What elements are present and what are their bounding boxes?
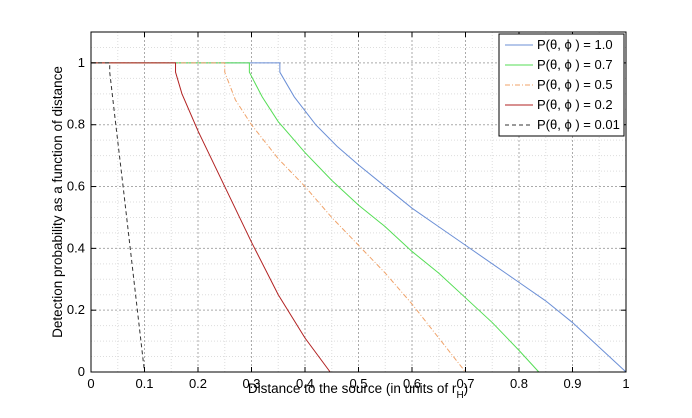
y-axis-label: Detection probability as a function of d…	[50, 66, 65, 338]
y-tick-label: 0.2	[67, 302, 85, 317]
x-axis-label-close: )	[464, 381, 469, 396]
legend-entry-3: P(θ, ϕ ) = 0.2	[537, 97, 613, 112]
series-line-3	[91, 62, 331, 373]
legend-entry-0: P(θ, ϕ ) = 1.0	[537, 37, 613, 52]
series-lines	[91, 62, 627, 373]
legend: P(θ, ϕ ) = 1.0 P(θ, ϕ ) = 0.7 P(θ, ϕ ) = 0…	[498, 33, 625, 137]
series-line-1	[91, 62, 540, 373]
y-tick-label: 0.8	[67, 117, 85, 132]
legend-entry-2: P(θ, ϕ ) = 0.5	[537, 77, 613, 92]
y-tick-label: 1	[78, 55, 85, 70]
series-line-0	[91, 62, 627, 373]
x-tick-label: 0	[87, 376, 94, 391]
x-axis-label-main: Distance to the source (in units of r	[248, 381, 457, 396]
x-tick-label: 0.1	[135, 376, 153, 391]
x-tick-label: 0.7	[456, 376, 474, 391]
x-tick-label: 0.4	[296, 376, 314, 391]
x-axis-label: Distance to the source (in units of rH)	[248, 381, 468, 401]
x-tick-labels: 0 0.1 0.2 0.3 0.4 0.5 0.6 0.7 0.8 0.9 1	[87, 376, 629, 391]
y-tick-label: 0.6	[67, 179, 85, 194]
x-tick-label: 0.9	[563, 376, 581, 391]
series-line-2	[91, 62, 466, 373]
y-tick-labels: 0 0.2 0.4 0.6 0.8 1	[67, 55, 85, 379]
x-tick-label: 0.6	[403, 376, 421, 391]
x-tick-label: 0.8	[510, 376, 528, 391]
x-tick-label: 1	[622, 376, 629, 391]
x-tick-label: 0.3	[242, 376, 260, 391]
y-tick-label: 0.4	[67, 240, 85, 255]
y-tick-label: 0	[78, 364, 85, 379]
x-axis-label-subscript: H	[456, 390, 463, 401]
legend-entry-4: P(θ, ϕ ) = 0.01	[537, 117, 620, 132]
legend-entry-1: P(θ, ϕ ) = 0.7	[537, 57, 613, 72]
x-tick-label: 0.2	[189, 376, 207, 391]
x-tick-label: 0.5	[349, 376, 367, 391]
